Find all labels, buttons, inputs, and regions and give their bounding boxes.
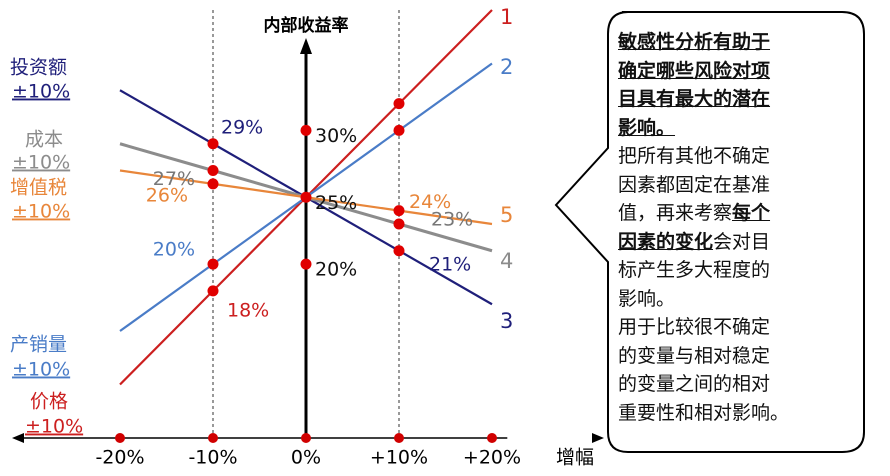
x-tick <box>487 433 497 443</box>
legend-range: ±10% <box>25 416 83 438</box>
legend-range: ±10% <box>12 81 70 103</box>
callout-text-segment: 值，再来考察 <box>618 202 733 224</box>
data-point <box>393 218 405 230</box>
x-tick-label: -10% <box>188 447 237 469</box>
series-number: 4 <box>500 249 513 273</box>
callout-text-segment: 的变量与相对稳定 <box>618 344 771 367</box>
value-label: 26% <box>146 184 188 206</box>
data-point <box>207 138 219 150</box>
axis-point <box>300 191 312 203</box>
data-point <box>207 285 219 297</box>
x-tick-label: 0% <box>291 447 321 469</box>
data-point <box>393 205 405 217</box>
callout-text-segment: 标产生多大程度的 <box>618 259 771 281</box>
callout-line: 重要性和相对影响。 <box>618 399 858 428</box>
callout-heading: 目具有最大的潜在 <box>618 88 771 110</box>
x-axis-arrow <box>592 433 604 443</box>
x-tick <box>301 433 311 443</box>
x-axis-arrow <box>12 433 24 443</box>
callout-line: 标产生多大程度的 <box>618 256 858 285</box>
series-number: 5 <box>500 203 513 227</box>
callout-line: 因素都固定在基准 <box>618 171 858 200</box>
data-point <box>393 245 405 257</box>
callout-text: 敏感性分析有助于 确定哪些风险对项 目具有最大的潜在 影响。 把所有其他不确定 因素都固定… <box>618 28 858 427</box>
data-point <box>207 258 219 270</box>
x-tick-label: +10% <box>370 447 428 469</box>
y-axis-label: 内部收益率 <box>264 15 349 36</box>
x-tick-label: +20% <box>463 447 521 469</box>
value-label: 20% <box>153 239 195 261</box>
series-number: 3 <box>500 309 513 333</box>
axis-point <box>300 124 312 136</box>
callout-line: 用于比较很不确定 <box>618 313 858 342</box>
series-number: 1 <box>500 5 513 29</box>
callout-line: 的变量之间的相对 <box>618 370 858 399</box>
callout-line: 影响。 <box>618 285 858 314</box>
legend-name: 增值税 <box>10 177 67 199</box>
callout-heading: 影响。 <box>618 116 676 139</box>
callout-line: 因素的变化会对目 <box>618 228 858 257</box>
callout-text-segment: 重要性和相对影响。 <box>618 401 790 424</box>
callout-text-segment: 把所有其他不确定 <box>618 145 771 167</box>
legend-name: 产销量 <box>10 334 67 356</box>
value-label: 18% <box>227 299 269 321</box>
axis-point-label: 30% <box>315 125 357 147</box>
x-tick <box>208 433 218 443</box>
legend-name: 价格 <box>30 391 68 413</box>
legend-name: 投资额 <box>10 57 67 79</box>
legend-range: ±10% <box>12 201 70 223</box>
x-tick <box>115 433 125 443</box>
x-tick <box>394 433 404 443</box>
callout-text-segment: 会对目 <box>713 230 771 253</box>
data-point <box>393 124 405 136</box>
data-point <box>207 178 219 190</box>
callout-box <box>554 11 865 453</box>
callout-line: 把所有其他不确定 <box>618 142 858 171</box>
data-point <box>207 165 219 176</box>
value-label: 21% <box>429 253 471 275</box>
callout-text-segment: 的变量之间的相对 <box>618 373 771 395</box>
value-label: 24% <box>409 191 451 213</box>
callout-text-segment: 用于比较很不确定 <box>618 316 771 338</box>
series-number: 2 <box>500 55 513 79</box>
legend-range: ±10% <box>12 152 70 174</box>
value-label: 29% <box>221 116 263 138</box>
legend-name: 成本 <box>25 129 63 151</box>
axis-point <box>300 258 312 270</box>
callout-text-segment: 因素都固定在基准 <box>618 173 771 196</box>
y-axis-arrow <box>300 38 312 54</box>
callout-line: 的变量与相对稳定 <box>618 342 858 371</box>
axis-point-label: 25% <box>315 192 357 214</box>
callout-heading: 敏感性分析有助于 <box>618 31 771 53</box>
callout-text-segment: 每个 <box>732 202 771 224</box>
callout-line: 值，再来考察每个 <box>618 199 858 228</box>
axis-point-label: 20% <box>315 259 357 281</box>
data-point <box>393 98 405 110</box>
value-label: 23% <box>431 209 473 231</box>
callout-text-segment: 影响。 <box>618 287 676 310</box>
legend-range: ±10% <box>12 359 70 381</box>
value-label: 27% <box>153 168 195 190</box>
x-axis-label: 增幅 <box>556 447 594 469</box>
x-tick-label: -20% <box>95 447 144 469</box>
callout-text-segment: 因素的变化 <box>618 230 714 253</box>
callout-heading: 确定哪些风险对项 <box>618 59 771 82</box>
